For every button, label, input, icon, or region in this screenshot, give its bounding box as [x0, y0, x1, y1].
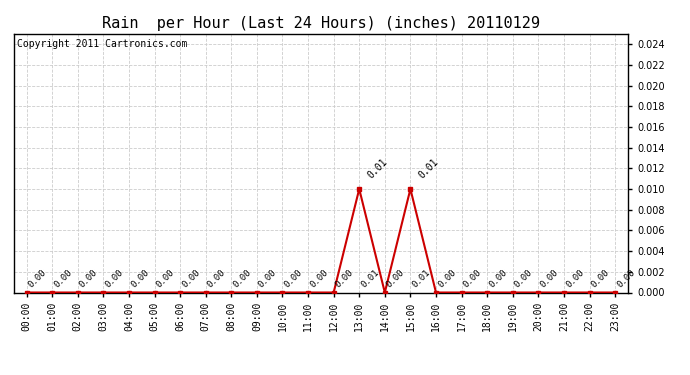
Text: 0.01: 0.01: [359, 268, 381, 290]
Text: 0.00: 0.00: [334, 268, 355, 290]
Text: 0.00: 0.00: [538, 268, 560, 290]
Text: 0.00: 0.00: [52, 268, 74, 290]
Text: 0.01: 0.01: [411, 268, 432, 290]
Text: 0.00: 0.00: [282, 268, 304, 290]
Text: 0.00: 0.00: [487, 268, 509, 290]
Text: 0.00: 0.00: [385, 268, 406, 290]
Text: 0.00: 0.00: [462, 268, 483, 290]
Text: 0.00: 0.00: [436, 268, 457, 290]
Text: 0.00: 0.00: [129, 268, 150, 290]
Text: 0.01: 0.01: [417, 157, 440, 181]
Text: 0.00: 0.00: [257, 268, 279, 290]
Text: 0.00: 0.00: [27, 268, 48, 290]
Text: 0.00: 0.00: [589, 268, 611, 290]
Text: 0.00: 0.00: [180, 268, 201, 290]
Text: 0.00: 0.00: [78, 268, 99, 290]
Text: 0.00: 0.00: [104, 268, 125, 290]
Text: 0.00: 0.00: [615, 268, 637, 290]
Text: Copyright 2011 Cartronics.com: Copyright 2011 Cartronics.com: [17, 39, 187, 49]
Text: 0.00: 0.00: [564, 268, 586, 290]
Text: 0.00: 0.00: [513, 268, 534, 290]
Text: 0.00: 0.00: [206, 268, 227, 290]
Text: 0.00: 0.00: [155, 268, 176, 290]
Text: 0.00: 0.00: [231, 268, 253, 290]
Text: 0.00: 0.00: [308, 268, 330, 290]
Title: Rain  per Hour (Last 24 Hours) (inches) 20110129: Rain per Hour (Last 24 Hours) (inches) 2…: [102, 16, 540, 31]
Text: 0.01: 0.01: [366, 157, 389, 181]
